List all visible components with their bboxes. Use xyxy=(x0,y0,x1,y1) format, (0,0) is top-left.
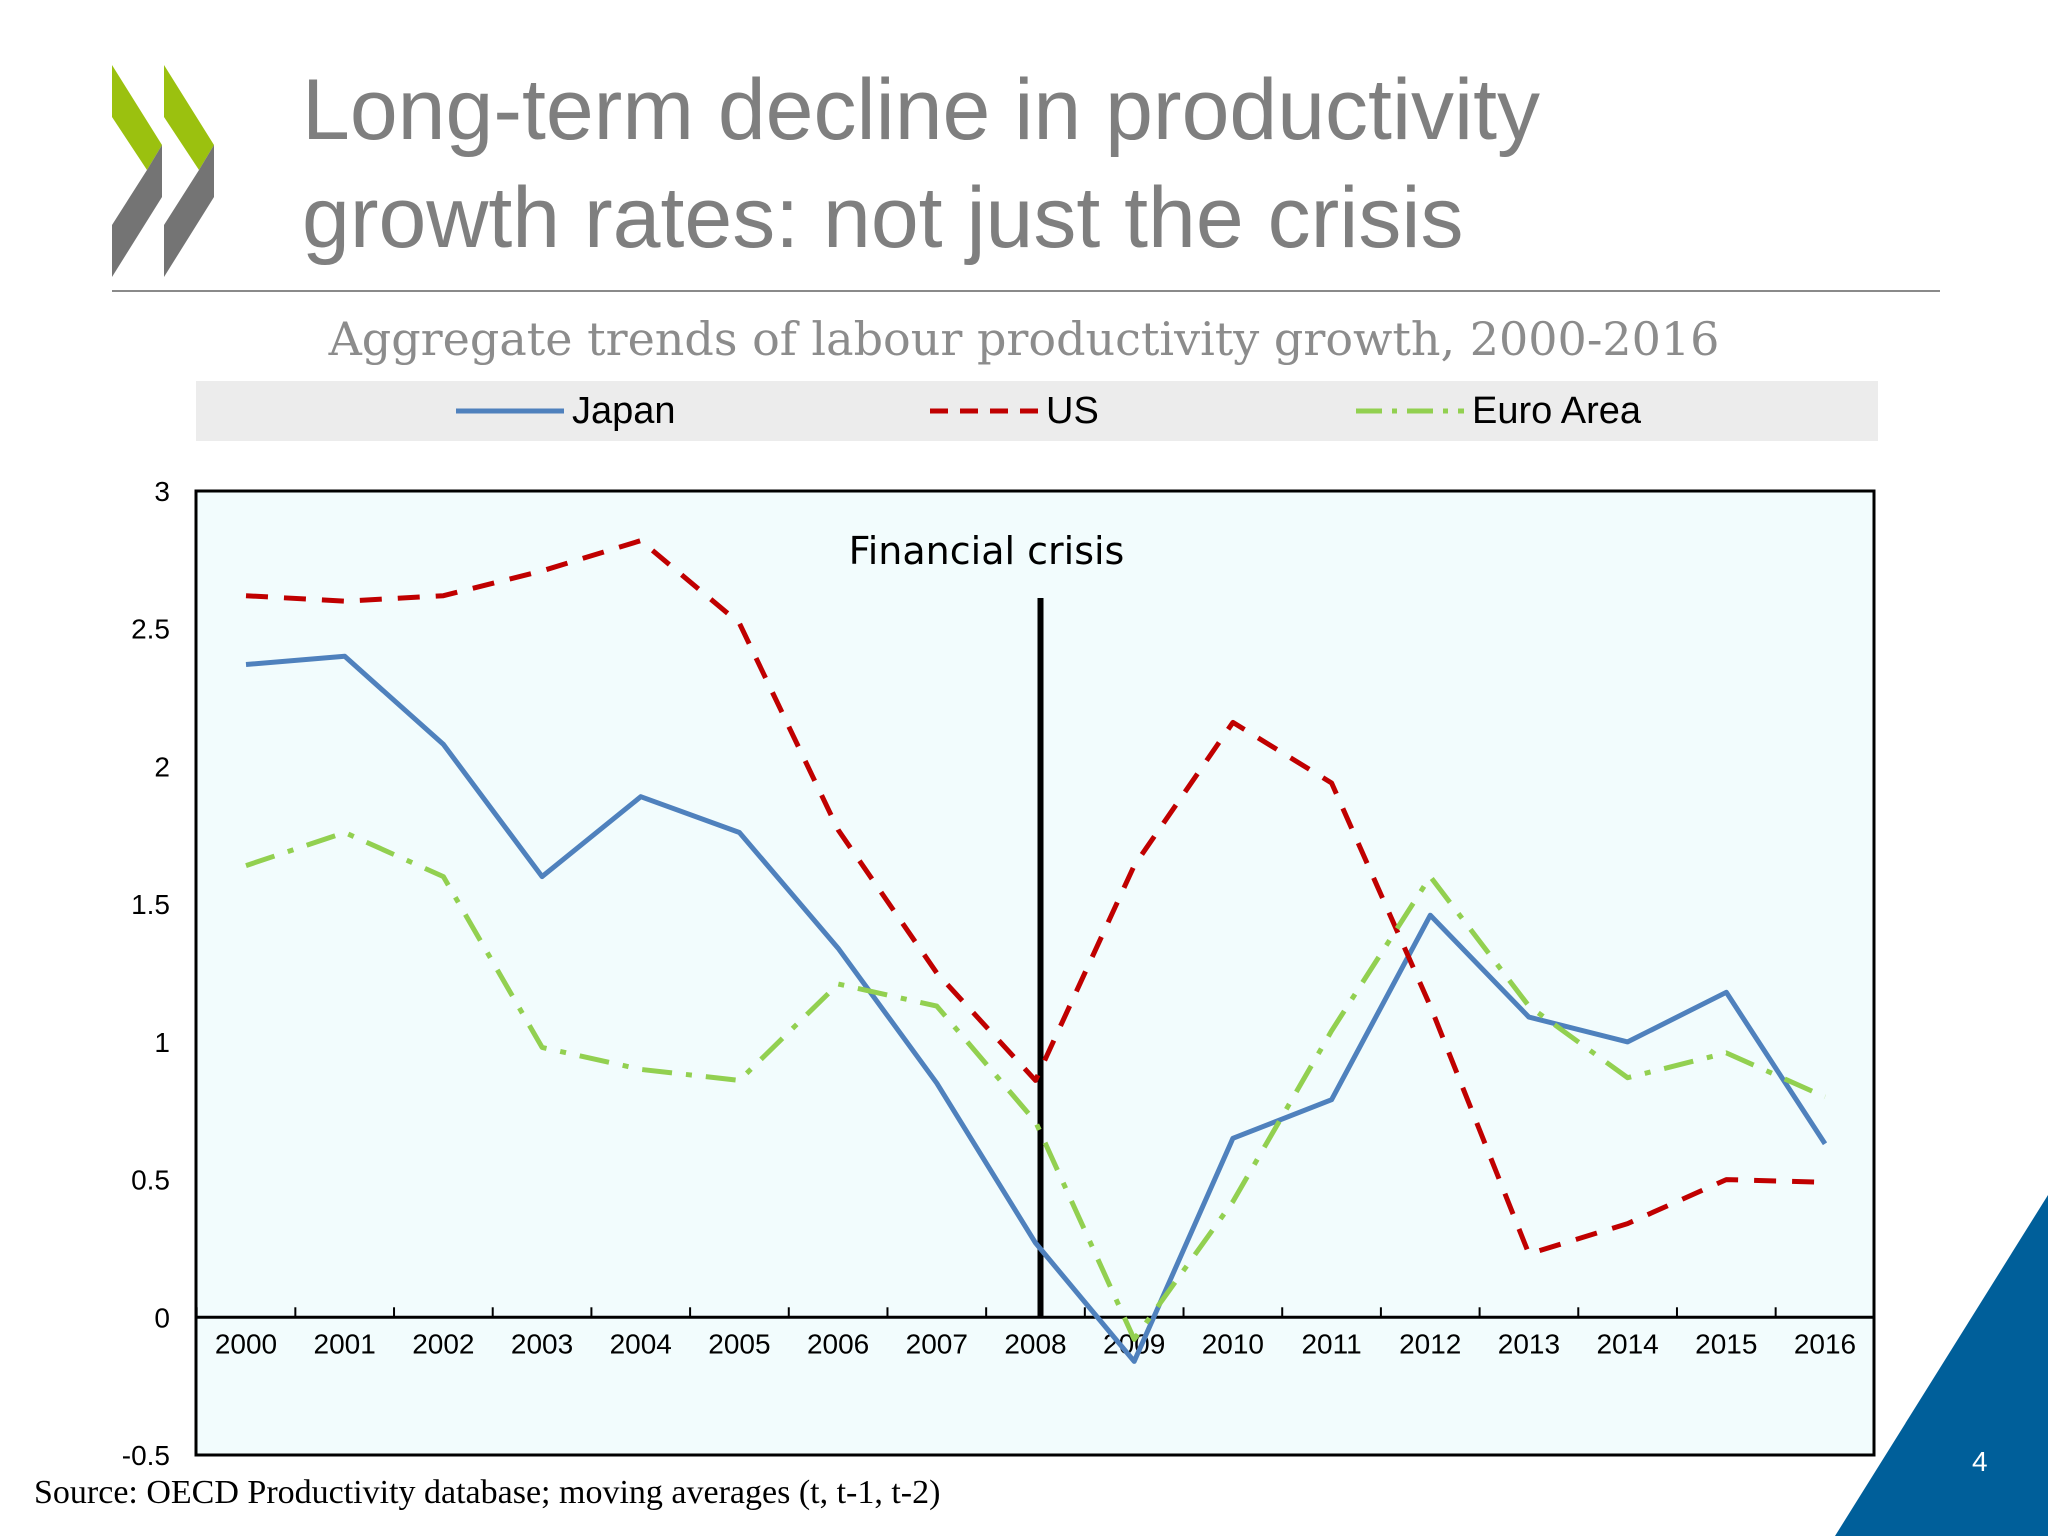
y-tick-label: 3 xyxy=(154,476,170,507)
x-tick-label: 2001 xyxy=(314,1328,376,1359)
x-tick-label: 2006 xyxy=(807,1328,869,1359)
x-tick-label: 2015 xyxy=(1695,1328,1757,1359)
x-tick-label: 2003 xyxy=(511,1328,573,1359)
corner-triangle xyxy=(1835,1195,2048,1536)
plot-area xyxy=(194,489,1876,1457)
oecd-logo xyxy=(112,65,214,277)
x-tick-label: 2010 xyxy=(1202,1328,1264,1359)
y-tick-label: 2 xyxy=(154,751,170,782)
x-tick-label: 2000 xyxy=(215,1328,277,1359)
y-tick-label: -0.5 xyxy=(122,1440,170,1471)
legend-item-japan: Japan xyxy=(456,381,676,441)
x-tick-label: 2012 xyxy=(1399,1328,1461,1359)
legend-item-euro-area: Euro Area xyxy=(1356,381,1641,441)
x-tick-label: 2011 xyxy=(1301,1328,1361,1359)
chart-title: Aggregate trends of labour productivity … xyxy=(328,312,1720,366)
x-tick-label: 2007 xyxy=(906,1328,968,1359)
legend-label: Euro Area xyxy=(1472,389,1641,432)
x-tick-label: 2004 xyxy=(610,1328,672,1359)
title-line-1: Long-term decline in productivity xyxy=(302,62,1541,158)
x-tick-label: 2002 xyxy=(412,1328,474,1359)
title-line-2: growth rates: not just the crisis xyxy=(302,170,1464,266)
legend-label: Japan xyxy=(572,389,676,432)
y-tick-label: 1 xyxy=(154,1027,170,1058)
y-tick-label: 1.5 xyxy=(131,889,170,920)
source-note: Source: OECD Productivity database; movi… xyxy=(34,1474,941,1511)
y-tick-label: 2.5 xyxy=(131,614,170,645)
series-line-japan xyxy=(245,653,1828,1364)
y-tick-label: 0 xyxy=(154,1302,170,1333)
series-line-us xyxy=(245,538,1826,1257)
page-title: Long-term decline in productivity growth… xyxy=(302,56,1540,272)
x-tick-label: 2005 xyxy=(708,1328,770,1359)
x-tick-label: 2013 xyxy=(1498,1328,1560,1359)
series-line-euro-area xyxy=(245,830,1827,1342)
chart-legend: Japan US Euro Area xyxy=(196,381,1878,441)
x-tick-label: 2014 xyxy=(1596,1328,1658,1359)
financial-crisis-label: Financial crisis xyxy=(849,529,1125,573)
legend-label: US xyxy=(1046,389,1099,432)
x-tick-label: 2008 xyxy=(1004,1328,1066,1359)
legend-item-us: US xyxy=(930,381,1099,441)
x-tick-label: 2016 xyxy=(1794,1328,1856,1359)
page-number: 4 xyxy=(1972,1446,1988,1477)
header-divider xyxy=(112,290,1940,292)
y-tick-label: 0.5 xyxy=(131,1165,170,1196)
